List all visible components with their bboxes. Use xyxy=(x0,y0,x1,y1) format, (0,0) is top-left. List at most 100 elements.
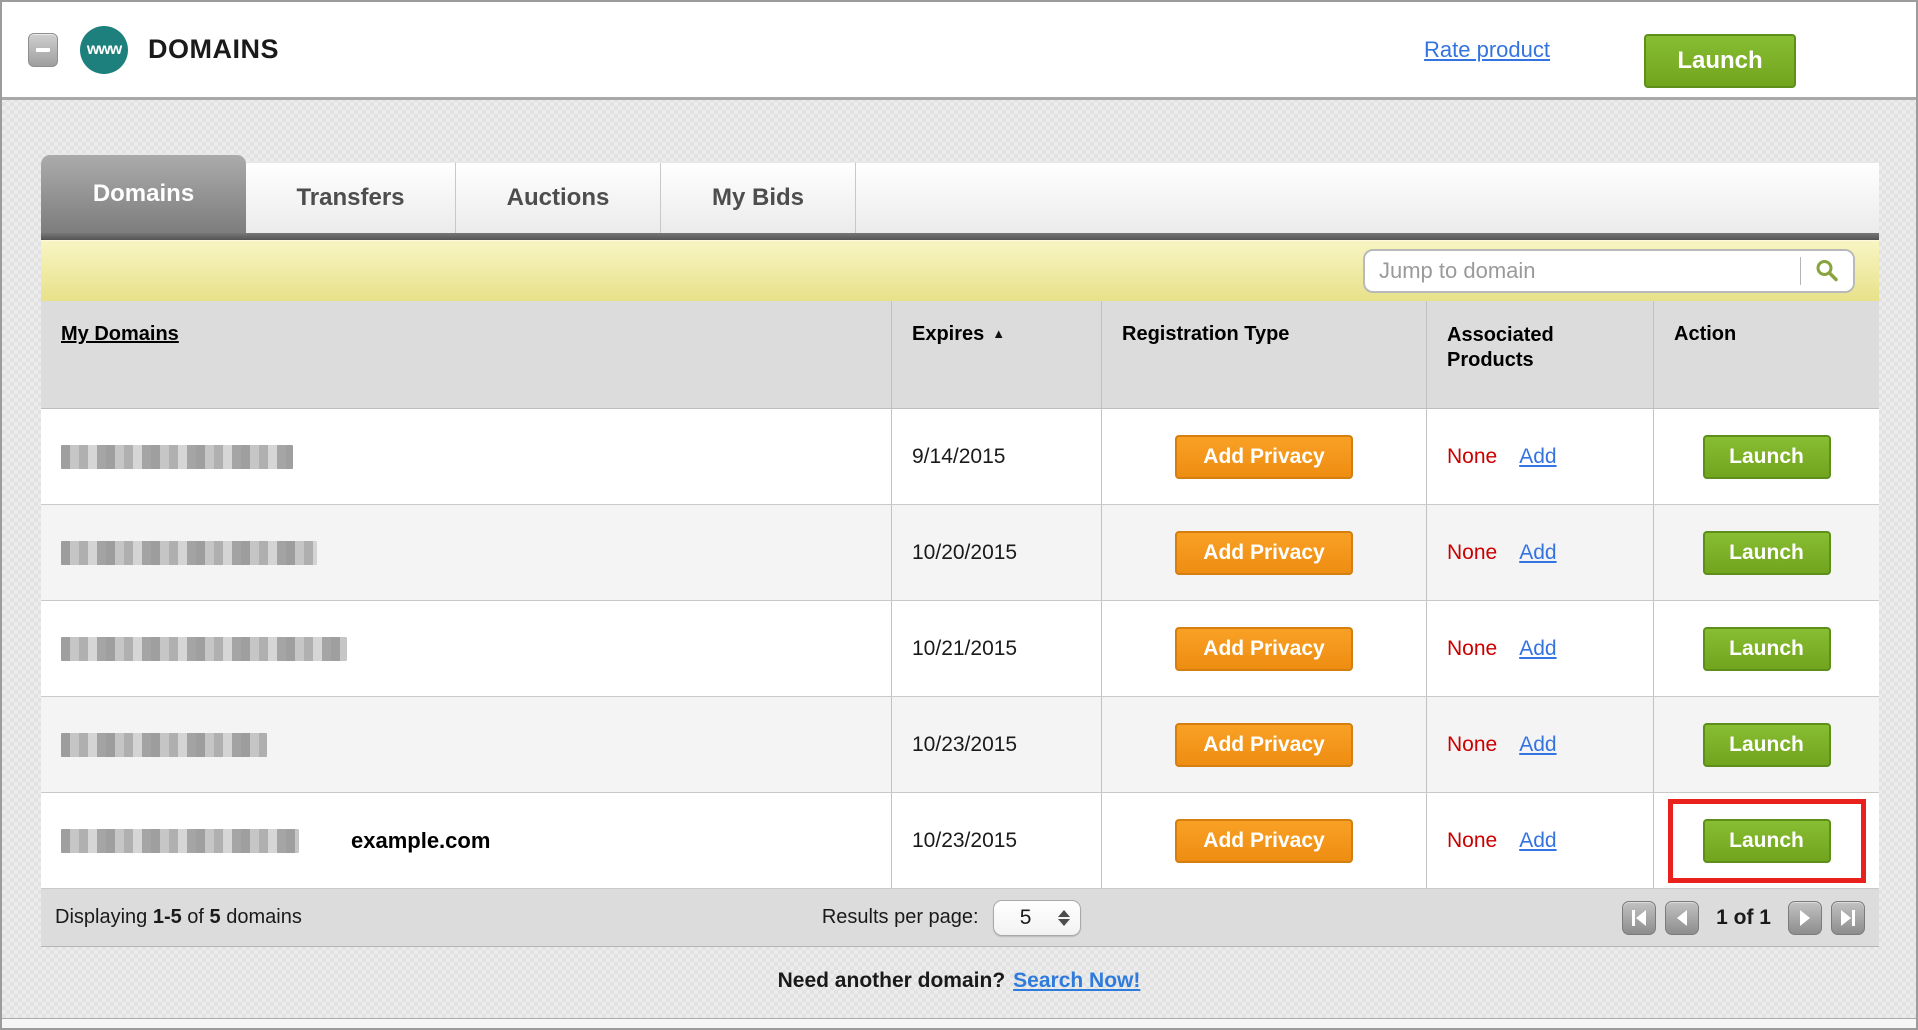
registration-cell: Add Privacy xyxy=(1101,409,1426,504)
tab-auctions[interactable]: Auctions xyxy=(456,163,661,233)
domain-cell xyxy=(41,697,891,792)
tab-transfers[interactable]: Transfers xyxy=(246,163,456,233)
table-row: 9/14/2015 Add Privacy None Add Launch xyxy=(41,409,1879,505)
add-product-link[interactable]: Add xyxy=(1519,732,1557,756)
my-domains-sort-link[interactable]: My Domains xyxy=(61,323,179,345)
expires-sort-link[interactable]: Expires xyxy=(912,323,985,345)
tab-divider-line xyxy=(41,233,1879,240)
expires-cell: 10/20/2015 xyxy=(891,505,1101,600)
last-page-icon xyxy=(1841,909,1851,926)
search-button[interactable] xyxy=(1801,251,1853,291)
launch-button-highlighted[interactable]: Launch xyxy=(1702,818,1831,863)
add-privacy-button[interactable]: Add Privacy xyxy=(1175,818,1353,863)
page-status: 1 of 1 xyxy=(1716,905,1771,929)
results-per-page-select[interactable]: 5 xyxy=(992,899,1081,936)
launch-button[interactable]: Launch xyxy=(1702,530,1831,575)
next-page-button[interactable] xyxy=(1788,900,1822,935)
launch-button[interactable]: Launch xyxy=(1702,722,1831,767)
redacted-domain-name xyxy=(61,540,317,565)
action-cell: Launch xyxy=(1653,505,1879,600)
action-cell: Launch xyxy=(1653,697,1879,792)
registration-cell: Add Privacy xyxy=(1101,793,1426,888)
column-header-expires: Expires ▲ xyxy=(891,301,1101,408)
column-header-action: Action xyxy=(1653,301,1879,408)
domain-cell xyxy=(41,601,891,696)
total-value: 5 xyxy=(209,906,221,928)
expires-cell: 10/21/2015 xyxy=(891,601,1101,696)
domain-cell xyxy=(41,505,891,600)
red-highlight-annotation: Launch xyxy=(1667,798,1866,883)
add-privacy-button[interactable]: Add Privacy xyxy=(1175,434,1353,479)
table-row: example.com 10/23/2015 Add Privacy None … xyxy=(41,793,1879,889)
last-page-button[interactable] xyxy=(1831,900,1865,935)
redacted-domain-name xyxy=(61,828,299,853)
associated-none-label: None xyxy=(1447,444,1498,468)
table-row: 10/23/2015 Add Privacy None Add Launch xyxy=(41,697,1879,793)
associated-cell: None Add xyxy=(1426,697,1653,792)
window-bottom-strip xyxy=(2,1018,1916,1028)
example-domain-label: example.com xyxy=(351,827,491,853)
associated-none-label: None xyxy=(1447,636,1498,660)
first-page-icon xyxy=(1632,909,1636,926)
action-cell: Launch xyxy=(1653,409,1879,504)
launch-app-button[interactable]: Launch xyxy=(1644,34,1796,88)
previous-page-icon xyxy=(1677,909,1688,926)
associated-cell: None Add xyxy=(1426,793,1653,888)
expires-cell: 9/14/2015 xyxy=(891,409,1101,504)
registration-cell: Add Privacy xyxy=(1101,697,1426,792)
results-per-page-label: Results per page: xyxy=(821,906,979,928)
column-header-associated-products: Associated Products xyxy=(1426,301,1653,408)
associated-none-label: None xyxy=(1447,732,1498,756)
previous-page-button[interactable] xyxy=(1665,900,1700,935)
jump-to-domain-box xyxy=(1363,249,1855,293)
search-bar xyxy=(41,240,1879,301)
associated-cell: None Add xyxy=(1426,601,1653,696)
column-header-my-domains: My Domains xyxy=(41,301,891,408)
page-title: DOMAINS xyxy=(148,34,279,64)
need-domain-prompt: Need another domain? Search Now! xyxy=(777,969,1141,992)
column-header-registration-type: Registration Type xyxy=(1101,301,1426,408)
results-per-page: Results per page: 5 xyxy=(821,899,1081,936)
range-value: 1-5 xyxy=(152,906,182,928)
domain-cell xyxy=(41,409,891,504)
tab-my-bids[interactable]: My Bids xyxy=(661,163,856,233)
action-cell: Launch xyxy=(1653,601,1879,696)
add-product-link[interactable]: Add xyxy=(1519,636,1557,660)
displaying-summary: Displaying 1-5 of 5 domains xyxy=(55,906,302,928)
tab-domains[interactable]: Domains xyxy=(41,155,246,233)
tab-bar-filler xyxy=(856,163,1879,233)
domains-panel: Domains Transfers Auctions My Bids xyxy=(41,155,1879,947)
table-row: 10/20/2015 Add Privacy None Add Launch xyxy=(41,505,1879,601)
add-product-link[interactable]: Add xyxy=(1519,444,1557,468)
redacted-domain-name xyxy=(61,444,293,469)
add-privacy-button[interactable]: Add Privacy xyxy=(1175,626,1353,671)
minus-icon xyxy=(36,47,50,52)
collapse-button[interactable] xyxy=(28,32,58,67)
add-privacy-button[interactable]: Add Privacy xyxy=(1175,722,1353,767)
results-per-page-value: 5 xyxy=(1019,905,1032,929)
rate-product-link[interactable]: Rate product xyxy=(1424,36,1550,62)
launch-button[interactable]: Launch xyxy=(1702,434,1831,479)
table-footer: Displaying 1-5 of 5 domains Results per … xyxy=(41,889,1879,947)
search-now-link[interactable]: Search Now! xyxy=(1013,969,1141,992)
sort-asc-arrow-icon: ▲ xyxy=(992,326,1006,341)
redacted-domain-name xyxy=(61,732,267,757)
associated-none-label: None xyxy=(1447,540,1498,564)
launch-button[interactable]: Launch xyxy=(1702,626,1831,671)
associated-none-label: None xyxy=(1447,828,1498,852)
add-product-link[interactable]: Add xyxy=(1519,540,1557,564)
search-divider xyxy=(1800,257,1801,285)
table-row: 10/21/2015 Add Privacy None Add Launch xyxy=(41,601,1879,697)
app-header: www DOMAINS Rate product Launch xyxy=(2,2,1916,100)
action-cell: Launch xyxy=(1653,793,1879,888)
select-stepper-icon xyxy=(1057,909,1070,926)
add-privacy-button[interactable]: Add Privacy xyxy=(1175,530,1353,575)
first-page-button[interactable] xyxy=(1622,900,1657,935)
add-product-link[interactable]: Add xyxy=(1519,828,1557,852)
pagination: 1 of 1 xyxy=(1622,900,1865,935)
redacted-domain-name xyxy=(61,636,347,661)
jump-to-domain-input[interactable] xyxy=(1365,258,1800,284)
tab-bar: Domains Transfers Auctions My Bids xyxy=(41,155,1879,233)
domain-cell: example.com xyxy=(41,793,891,888)
